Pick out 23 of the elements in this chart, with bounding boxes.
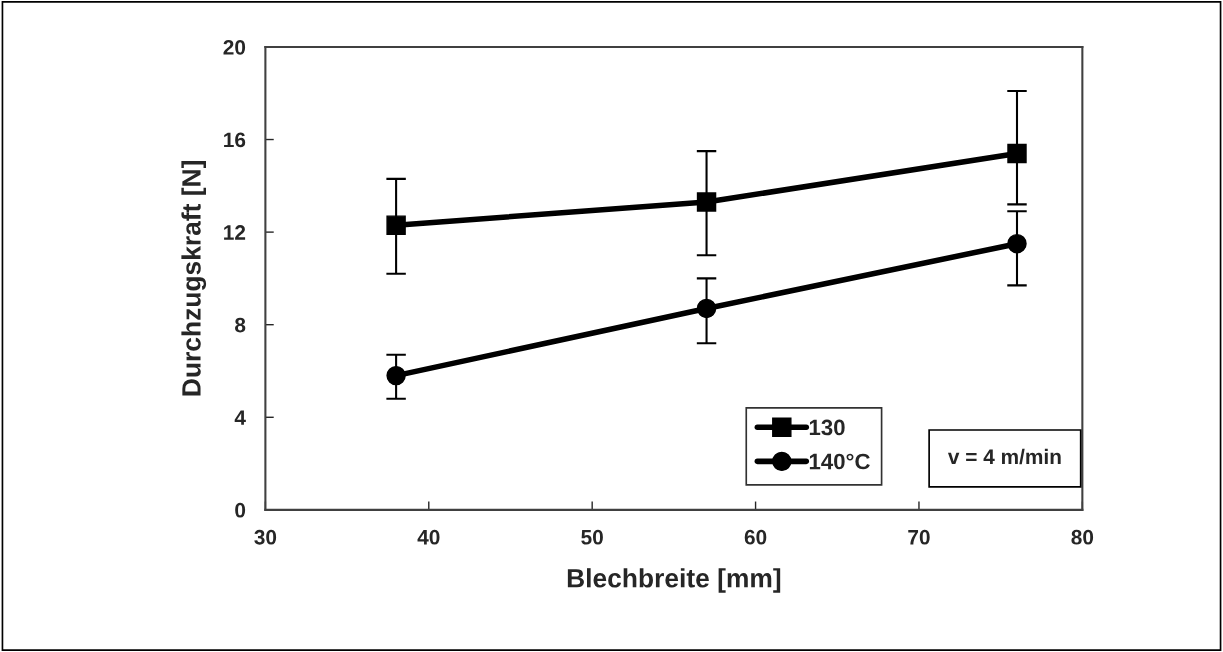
point	[696, 298, 717, 319]
x-tick-label: 40	[417, 529, 440, 545]
x-tick-label: 80	[1071, 529, 1094, 545]
point	[1007, 143, 1027, 164]
x-tick-label: 70	[908, 529, 930, 545]
x-tick-label: 30	[254, 529, 277, 545]
legend-label: 140°C	[809, 453, 870, 470]
y-tick-label: 20	[223, 39, 246, 55]
x-tick-label: 60	[744, 529, 767, 545]
point	[1007, 233, 1027, 254]
y-tick-label: 8	[235, 317, 246, 333]
y-tick-label: 12	[224, 225, 246, 240]
y-axis-title: Durchzugskraft [N]	[181, 161, 207, 396]
point	[386, 365, 406, 386]
y-tick-label: 0	[235, 502, 246, 518]
x-tick-label: 50	[581, 529, 603, 545]
point	[696, 192, 717, 212]
y-tick-label: 16	[224, 132, 246, 148]
y-tick-label: 4	[234, 410, 246, 425]
legend-label: 130	[809, 419, 845, 436]
x-axis-title: Blechbreite [mm]	[567, 568, 781, 593]
point	[386, 215, 406, 235]
annotation: v = 4 m/min	[947, 448, 1061, 465]
